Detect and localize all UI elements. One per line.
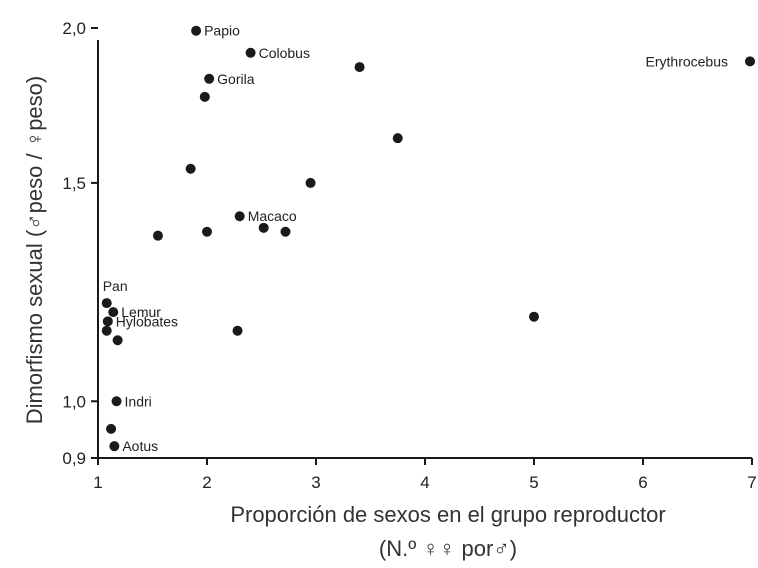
x-axis-label-line2: (N.º ♀♀ por♂) [379, 536, 517, 561]
data-point [109, 441, 120, 452]
y-tick-label: 1,0 [62, 392, 86, 411]
x-tick-label: 4 [420, 473, 429, 492]
point-labels: Papio Colobus Erythrocebus Gorila Macaco Pan L… [103, 23, 728, 454]
x-tick-label: 3 [311, 473, 320, 492]
data-point [204, 73, 215, 84]
x-tick-label: 2 [202, 473, 211, 492]
y-tick-label: 2,0 [62, 19, 86, 38]
data-point [354, 62, 365, 73]
data-point [101, 325, 112, 336]
data-point [280, 226, 291, 237]
data-point [202, 226, 212, 237]
data-point [185, 163, 196, 174]
point-label: Lemur [121, 304, 161, 320]
y-tick-label: 0,9 [62, 449, 86, 468]
data-point [101, 298, 112, 309]
data-point [112, 335, 123, 346]
data-point [529, 311, 539, 322]
data-point [106, 423, 117, 434]
data-point [258, 222, 269, 233]
y-tick-label: 1,5 [62, 174, 86, 193]
point-label: Pan [103, 278, 128, 294]
point-label: Erythrocebus [646, 53, 728, 69]
x-tick-label: 6 [638, 473, 647, 492]
data-point [232, 325, 243, 336]
data-point [111, 396, 122, 407]
point-label: Indri [125, 393, 152, 409]
data-point [102, 316, 113, 327]
data-points [101, 25, 755, 452]
x-axis-label: Proporción de sexos en el grupo reproduc… [230, 502, 665, 527]
point-label: Macaco [248, 208, 297, 224]
point-label: Gorila [217, 71, 255, 87]
data-point [392, 133, 403, 144]
x-tick-label: 1 [93, 473, 102, 492]
data-point [191, 25, 202, 36]
point-label: Hylobates [116, 313, 178, 329]
point-label: Papio [204, 23, 240, 39]
x-tick-label: 5 [529, 473, 538, 492]
data-point [305, 177, 316, 188]
point-label: Aotus [122, 438, 158, 454]
data-point [152, 230, 163, 241]
y-axis-label: Dimorfismo sexual (♂peso / ♀peso) [22, 76, 47, 424]
data-point [245, 47, 256, 58]
axes: 1 2 3 4 5 6 7 0,9 1,0 1,5 2,0 [62, 19, 756, 492]
data-point [234, 211, 245, 222]
point-label: Colobus [259, 45, 310, 61]
x-tick-label: 7 [747, 473, 756, 492]
data-point [199, 91, 210, 102]
data-point [745, 56, 755, 67]
data-point [108, 307, 119, 318]
